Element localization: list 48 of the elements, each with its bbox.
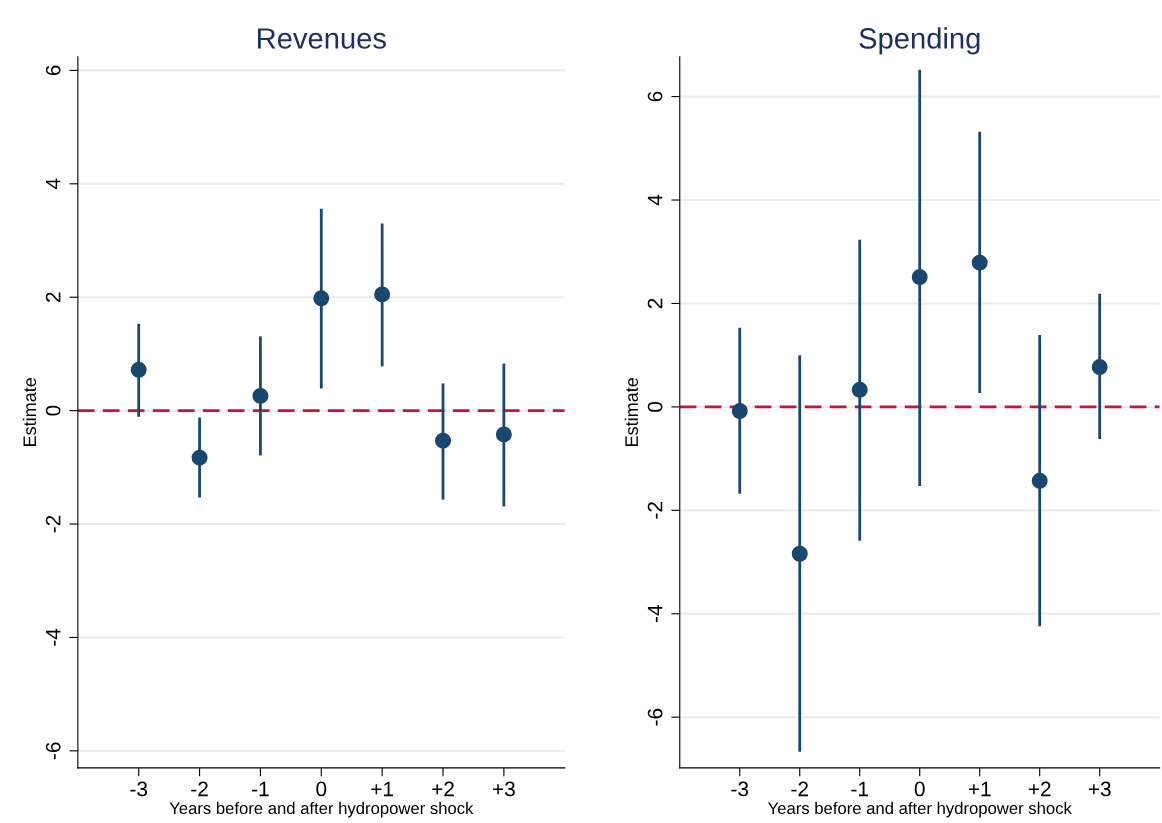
y-tick-label: -2 — [45, 515, 61, 533]
x-tick-label: +1 — [371, 781, 394, 797]
y-axis-title: Estimate — [22, 378, 37, 446]
y-tick-label: 0 — [45, 405, 61, 416]
y-tick-label: 2 — [45, 292, 61, 302]
point — [851, 381, 868, 398]
point — [191, 449, 208, 466]
x-tick-label: -2 — [191, 781, 208, 797]
y-tick-label: -4 — [46, 628, 61, 646]
point — [731, 403, 748, 420]
y-tick-label: -2 — [647, 502, 663, 519]
y-tick-label: -4 — [647, 605, 663, 623]
point — [911, 269, 928, 286]
y-tick-label: 6 — [45, 65, 61, 76]
x-axis-title: Years before and after hydropower shock — [768, 801, 1072, 818]
y-tick-label: 2 — [647, 298, 663, 309]
chart-title: Spending — [859, 27, 980, 55]
y-tick-label: 4 — [647, 194, 663, 206]
x-tick-label: +2 — [432, 781, 454, 797]
point — [313, 290, 330, 307]
point — [435, 432, 451, 449]
x-tick-label: -1 — [851, 781, 868, 797]
x-tick-label: +1 — [968, 781, 991, 797]
point — [495, 426, 512, 443]
point — [252, 387, 269, 404]
x-tick-label: +3 — [493, 781, 515, 797]
point — [1031, 472, 1048, 489]
point — [791, 545, 808, 562]
x-axis-title: Years before and after hydropower shock — [169, 801, 474, 818]
x-tick-label: 0 — [914, 781, 925, 797]
y-tick-label: -6 — [45, 742, 61, 760]
x-tick-label: +3 — [1088, 781, 1111, 797]
point — [971, 254, 988, 271]
x-tick-label: -3 — [130, 781, 148, 797]
x-tick-label: -3 — [731, 781, 749, 797]
point — [374, 286, 391, 303]
y-tick-label: 4 — [46, 178, 61, 190]
chart-title: Revenues — [258, 28, 386, 49]
x-tick-label: -1 — [252, 781, 269, 797]
x-tick-label: 0 — [316, 781, 327, 797]
y-axis-title: Estimate — [624, 378, 639, 446]
point — [130, 361, 147, 378]
y-tick-label: 0 — [647, 401, 663, 412]
y-tick-label: 6 — [647, 91, 663, 102]
x-tick-label: -2 — [791, 781, 808, 797]
x-tick-label: +2 — [1028, 781, 1051, 797]
point — [1091, 359, 1108, 376]
y-tick-label: -6 — [647, 708, 663, 726]
